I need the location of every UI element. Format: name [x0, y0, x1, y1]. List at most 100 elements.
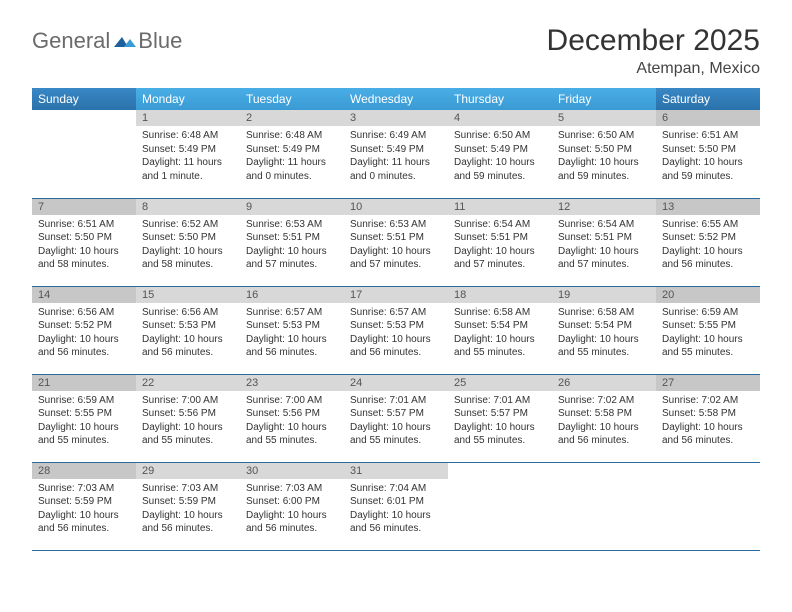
day-number: 6	[656, 110, 760, 126]
calendar-week-row: 1Sunrise: 6:48 AMSunset: 5:49 PMDaylight…	[32, 110, 760, 198]
sunset-line: Sunset: 5:49 PM	[246, 143, 338, 157]
daylight-line: Daylight: 10 hours and 57 minutes.	[350, 245, 442, 272]
weekday-header: Sunday	[32, 88, 136, 110]
daylight-line: Daylight: 10 hours and 56 minutes.	[662, 245, 754, 272]
sunrise-line: Sunrise: 6:51 AM	[662, 129, 754, 143]
header: General Blue December 2025 Atempan, Mexi…	[32, 24, 760, 78]
calendar-header-row: SundayMondayTuesdayWednesdayThursdayFrid…	[32, 88, 760, 110]
day-details: Sunrise: 7:03 AMSunset: 5:59 PMDaylight:…	[136, 479, 240, 539]
day-number: 18	[448, 287, 552, 303]
daylight-line: Daylight: 10 hours and 56 minutes.	[38, 333, 130, 360]
daylight-line: Daylight: 11 hours and 0 minutes.	[350, 156, 442, 183]
calendar-cell: 16Sunrise: 6:57 AMSunset: 5:53 PMDayligh…	[240, 286, 344, 374]
day-details: Sunrise: 7:01 AMSunset: 5:57 PMDaylight:…	[448, 391, 552, 451]
day-details: Sunrise: 7:01 AMSunset: 5:57 PMDaylight:…	[344, 391, 448, 451]
calendar-cell: 28Sunrise: 7:03 AMSunset: 5:59 PMDayligh…	[32, 462, 136, 550]
sunrise-line: Sunrise: 6:49 AM	[350, 129, 442, 143]
day-details: Sunrise: 6:57 AMSunset: 5:53 PMDaylight:…	[240, 303, 344, 363]
sunset-line: Sunset: 5:49 PM	[454, 143, 546, 157]
calendar-cell	[32, 110, 136, 198]
calendar-week-row: 14Sunrise: 6:56 AMSunset: 5:52 PMDayligh…	[32, 286, 760, 374]
calendar-week-row: 21Sunrise: 6:59 AMSunset: 5:55 PMDayligh…	[32, 374, 760, 462]
day-details: Sunrise: 7:03 AMSunset: 5:59 PMDaylight:…	[32, 479, 136, 539]
day-details: Sunrise: 6:54 AMSunset: 5:51 PMDaylight:…	[552, 215, 656, 275]
day-details: Sunrise: 7:04 AMSunset: 6:01 PMDaylight:…	[344, 479, 448, 539]
page-title: December 2025	[547, 24, 760, 58]
day-details: Sunrise: 6:59 AMSunset: 5:55 PMDaylight:…	[32, 391, 136, 451]
sunset-line: Sunset: 5:51 PM	[246, 231, 338, 245]
sunset-line: Sunset: 5:59 PM	[142, 495, 234, 509]
sunset-line: Sunset: 5:49 PM	[350, 143, 442, 157]
calendar-cell: 27Sunrise: 7:02 AMSunset: 5:58 PMDayligh…	[656, 374, 760, 462]
calendar-cell: 9Sunrise: 6:53 AMSunset: 5:51 PMDaylight…	[240, 198, 344, 286]
calendar-cell: 6Sunrise: 6:51 AMSunset: 5:50 PMDaylight…	[656, 110, 760, 198]
day-details: Sunrise: 6:48 AMSunset: 5:49 PMDaylight:…	[136, 126, 240, 186]
sunset-line: Sunset: 5:56 PM	[246, 407, 338, 421]
day-number: 12	[552, 199, 656, 215]
calendar-cell: 5Sunrise: 6:50 AMSunset: 5:50 PMDaylight…	[552, 110, 656, 198]
sunrise-line: Sunrise: 7:02 AM	[558, 394, 650, 408]
daylight-line: Daylight: 10 hours and 55 minutes.	[454, 333, 546, 360]
daylight-line: Daylight: 10 hours and 59 minutes.	[662, 156, 754, 183]
sunrise-line: Sunrise: 7:03 AM	[246, 482, 338, 496]
calendar-week-row: 7Sunrise: 6:51 AMSunset: 5:50 PMDaylight…	[32, 198, 760, 286]
sunrise-line: Sunrise: 6:58 AM	[454, 306, 546, 320]
daylight-line: Daylight: 10 hours and 56 minutes.	[142, 509, 234, 536]
day-details: Sunrise: 6:55 AMSunset: 5:52 PMDaylight:…	[656, 215, 760, 275]
calendar-cell: 10Sunrise: 6:53 AMSunset: 5:51 PMDayligh…	[344, 198, 448, 286]
sunrise-line: Sunrise: 6:57 AM	[350, 306, 442, 320]
title-group: December 2025 Atempan, Mexico	[547, 24, 760, 78]
day-number: 17	[344, 287, 448, 303]
day-details: Sunrise: 6:50 AMSunset: 5:50 PMDaylight:…	[552, 126, 656, 186]
sunset-line: Sunset: 6:01 PM	[350, 495, 442, 509]
calendar-cell: 18Sunrise: 6:58 AMSunset: 5:54 PMDayligh…	[448, 286, 552, 374]
daylight-line: Daylight: 11 hours and 1 minute.	[142, 156, 234, 183]
sunset-line: Sunset: 5:57 PM	[350, 407, 442, 421]
calendar-cell: 25Sunrise: 7:01 AMSunset: 5:57 PMDayligh…	[448, 374, 552, 462]
sunrise-line: Sunrise: 6:48 AM	[246, 129, 338, 143]
day-details: Sunrise: 6:53 AMSunset: 5:51 PMDaylight:…	[240, 215, 344, 275]
day-details: Sunrise: 6:57 AMSunset: 5:53 PMDaylight:…	[344, 303, 448, 363]
weekday-header: Wednesday	[344, 88, 448, 110]
day-number: 2	[240, 110, 344, 126]
sunrise-line: Sunrise: 6:50 AM	[558, 129, 650, 143]
daylight-line: Daylight: 10 hours and 55 minutes.	[350, 421, 442, 448]
sunset-line: Sunset: 5:51 PM	[350, 231, 442, 245]
daylight-line: Daylight: 10 hours and 57 minutes.	[454, 245, 546, 272]
daylight-line: Daylight: 10 hours and 59 minutes.	[454, 156, 546, 183]
calendar-cell: 17Sunrise: 6:57 AMSunset: 5:53 PMDayligh…	[344, 286, 448, 374]
daylight-line: Daylight: 10 hours and 55 minutes.	[142, 421, 234, 448]
calendar-cell: 29Sunrise: 7:03 AMSunset: 5:59 PMDayligh…	[136, 462, 240, 550]
weekday-header: Saturday	[656, 88, 760, 110]
daylight-line: Daylight: 10 hours and 56 minutes.	[350, 509, 442, 536]
day-details: Sunrise: 6:54 AMSunset: 5:51 PMDaylight:…	[448, 215, 552, 275]
day-details: Sunrise: 6:53 AMSunset: 5:51 PMDaylight:…	[344, 215, 448, 275]
daylight-line: Daylight: 10 hours and 58 minutes.	[142, 245, 234, 272]
day-number: 4	[448, 110, 552, 126]
day-details: Sunrise: 6:58 AMSunset: 5:54 PMDaylight:…	[552, 303, 656, 363]
calendar-table: SundayMondayTuesdayWednesdayThursdayFrid…	[32, 88, 760, 551]
sunset-line: Sunset: 5:50 PM	[558, 143, 650, 157]
calendar-cell: 20Sunrise: 6:59 AMSunset: 5:55 PMDayligh…	[656, 286, 760, 374]
sunset-line: Sunset: 5:59 PM	[38, 495, 130, 509]
weekday-header: Thursday	[448, 88, 552, 110]
day-number: 30	[240, 463, 344, 479]
sunset-line: Sunset: 6:00 PM	[246, 495, 338, 509]
day-number: 28	[32, 463, 136, 479]
sunrise-line: Sunrise: 6:56 AM	[142, 306, 234, 320]
day-details: Sunrise: 7:00 AMSunset: 5:56 PMDaylight:…	[136, 391, 240, 451]
calendar-cell: 3Sunrise: 6:49 AMSunset: 5:49 PMDaylight…	[344, 110, 448, 198]
flag-icon	[114, 33, 136, 49]
day-number: 24	[344, 375, 448, 391]
day-number: 1	[136, 110, 240, 126]
sunrise-line: Sunrise: 7:00 AM	[246, 394, 338, 408]
calendar-cell: 26Sunrise: 7:02 AMSunset: 5:58 PMDayligh…	[552, 374, 656, 462]
calendar-cell: 8Sunrise: 6:52 AMSunset: 5:50 PMDaylight…	[136, 198, 240, 286]
sunrise-line: Sunrise: 6:51 AM	[38, 218, 130, 232]
sunset-line: Sunset: 5:55 PM	[662, 319, 754, 333]
sunrise-line: Sunrise: 6:52 AM	[142, 218, 234, 232]
sunset-line: Sunset: 5:51 PM	[558, 231, 650, 245]
daylight-line: Daylight: 10 hours and 55 minutes.	[558, 333, 650, 360]
sunset-line: Sunset: 5:52 PM	[38, 319, 130, 333]
brand-word1: General	[32, 28, 110, 54]
